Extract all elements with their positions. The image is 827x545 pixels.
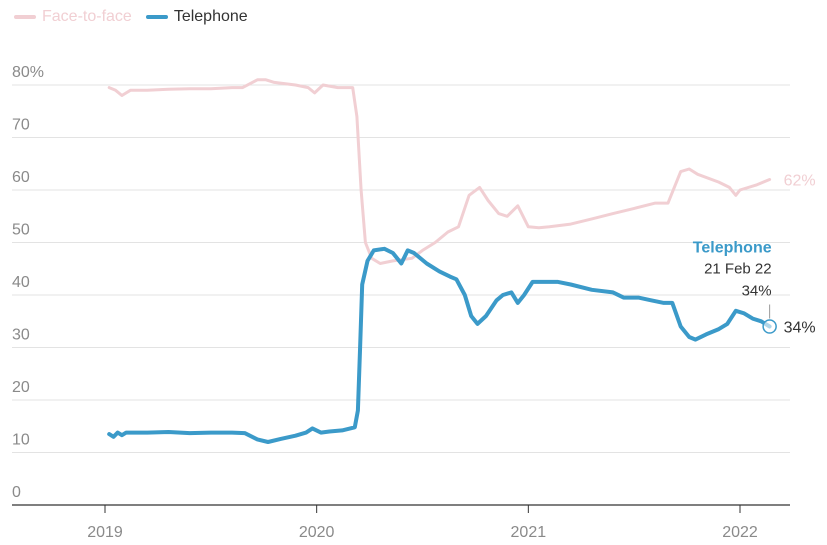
y-tick-label: 80% — [12, 64, 44, 81]
legend-swatch-face-to-face — [14, 15, 36, 19]
y-tick-label: 30 — [12, 327, 30, 344]
x-tick-label: 2019 — [87, 524, 123, 541]
x-tick-label: 2022 — [722, 524, 758, 541]
legend-label-face-to-face: Face-to-face — [42, 8, 132, 25]
annotation-marker — [762, 319, 777, 334]
annotation-value: 34% — [742, 283, 772, 300]
series-line-face-to-face — [107, 78, 772, 265]
x-tick-label: 2021 — [511, 524, 547, 541]
y-tick-label: 10 — [12, 432, 30, 449]
y-tick-label: 40 — [12, 274, 30, 291]
end-label-face-to-face: 62% — [784, 173, 816, 190]
y-tick-label: 0 — [12, 484, 21, 501]
series-lines: 62% 34% — [107, 78, 816, 444]
end-label-telephone: 34% — [784, 320, 816, 337]
legend-item-telephone[interactable]: Telephone — [145, 8, 248, 26]
y-tick-label: 60 — [12, 169, 30, 186]
y-tick-label: 50 — [12, 222, 30, 239]
legend: Face-to-face Telephone — [14, 8, 262, 26]
annotation-date: 21 Feb 22 — [704, 261, 772, 278]
series-line-telephone — [107, 246, 772, 444]
legend-swatch-telephone — [145, 15, 168, 19]
y-axis-ticks: 0 10 20 30 40 50 60 70 80% — [12, 64, 44, 501]
y-tick-label: 20 — [12, 379, 30, 396]
x-axis: 2019 2020 2021 2022 — [12, 504, 790, 541]
legend-item-face-to-face[interactable]: Face-to-face — [14, 8, 132, 26]
legend-label-telephone: Telephone — [173, 8, 248, 25]
annotation-title: Telephone — [693, 240, 772, 257]
x-tick-label: 2020 — [299, 524, 335, 541]
y-tick-label: 70 — [12, 117, 30, 134]
gridlines — [12, 84, 790, 453]
annotation: Telephone 21 Feb 22 34% — [693, 240, 777, 334]
